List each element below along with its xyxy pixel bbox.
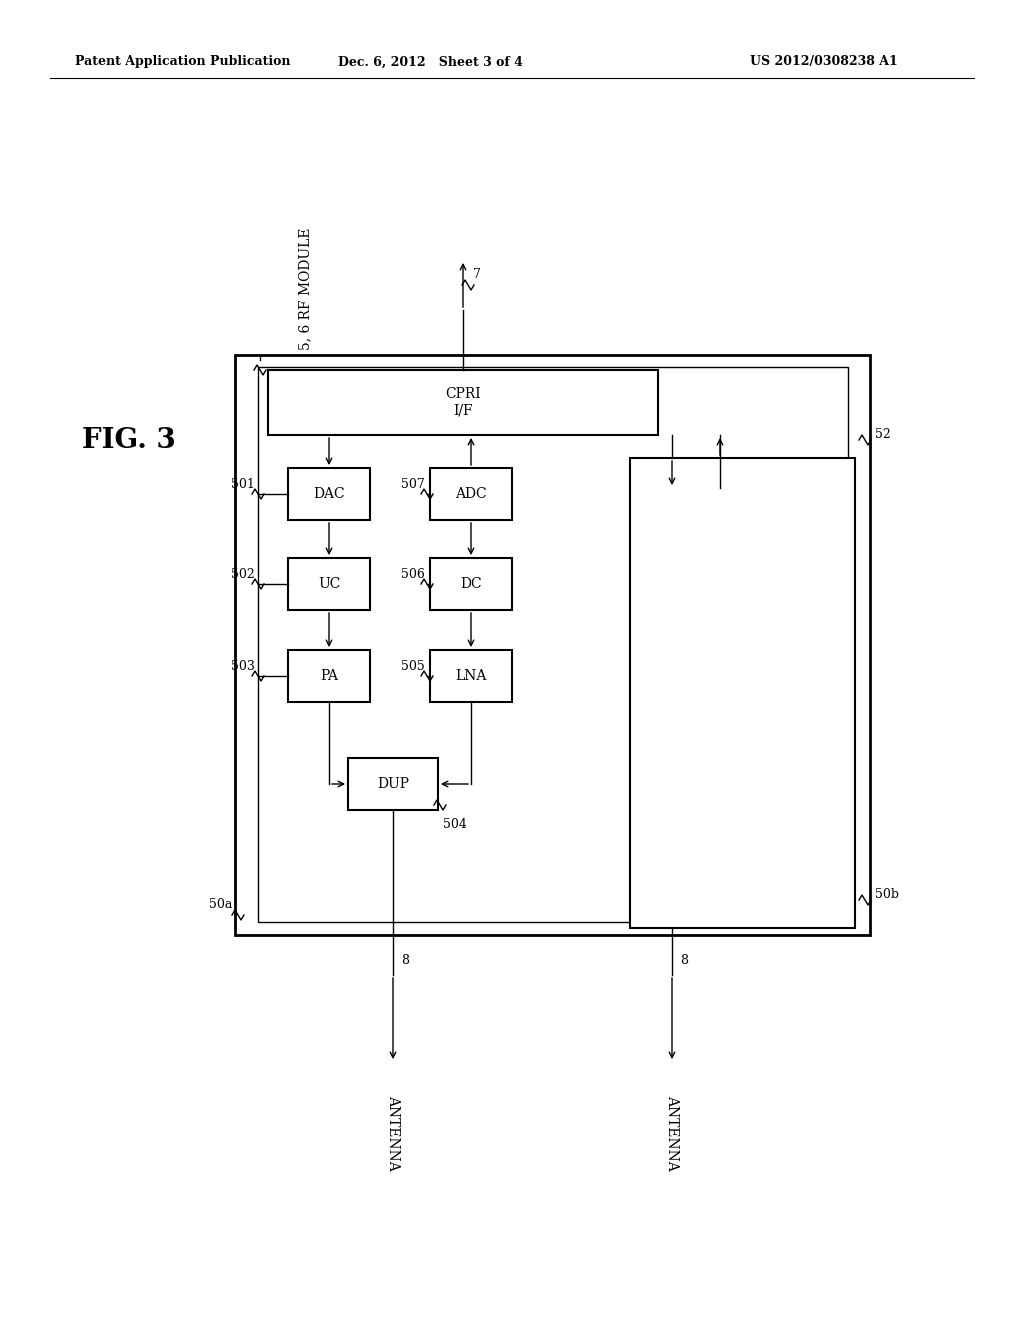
Text: 8: 8 [401, 953, 409, 966]
Bar [630, 458, 855, 928]
Text: 504: 504 [443, 818, 467, 832]
Text: FIG. 3: FIG. 3 [82, 426, 176, 454]
Text: 503: 503 [231, 660, 255, 672]
Text: US 2012/0308238 A1: US 2012/0308238 A1 [750, 55, 898, 69]
Text: ANTENNA: ANTENNA [386, 1096, 400, 1171]
Text: 8: 8 [680, 953, 688, 966]
Bar [288, 469, 370, 520]
Text: 506: 506 [401, 568, 425, 581]
Bar [234, 355, 870, 935]
Bar [430, 469, 512, 520]
Text: PA: PA [319, 669, 338, 682]
Text: 50b: 50b [874, 888, 899, 902]
Text: ANTENNA: ANTENNA [665, 1096, 679, 1171]
Text: 501: 501 [231, 478, 255, 491]
Bar [258, 367, 848, 921]
Text: 502: 502 [231, 568, 255, 581]
Text: 50a: 50a [209, 899, 232, 912]
Text: 7: 7 [473, 268, 481, 281]
Text: DC: DC [460, 577, 482, 591]
Text: ADC: ADC [456, 487, 486, 502]
Bar [268, 370, 658, 436]
Text: LNA: LNA [456, 669, 486, 682]
Bar [430, 558, 512, 610]
Bar [288, 649, 370, 702]
Text: UC: UC [317, 577, 340, 591]
Text: Dec. 6, 2012   Sheet 3 of 4: Dec. 6, 2012 Sheet 3 of 4 [338, 55, 522, 69]
Text: DUP: DUP [377, 777, 409, 791]
Text: 5, 6 RF MODULE: 5, 6 RF MODULE [298, 227, 312, 350]
Bar [288, 558, 370, 610]
Text: 52: 52 [874, 429, 891, 441]
Text: 507: 507 [401, 478, 425, 491]
Text: 505: 505 [401, 660, 425, 672]
Text: Patent Application Publication: Patent Application Publication [75, 55, 291, 69]
Text: DAC: DAC [313, 487, 345, 502]
Text: CPRI
I/F: CPRI I/F [445, 387, 481, 417]
Bar [430, 649, 512, 702]
Bar [348, 758, 438, 810]
